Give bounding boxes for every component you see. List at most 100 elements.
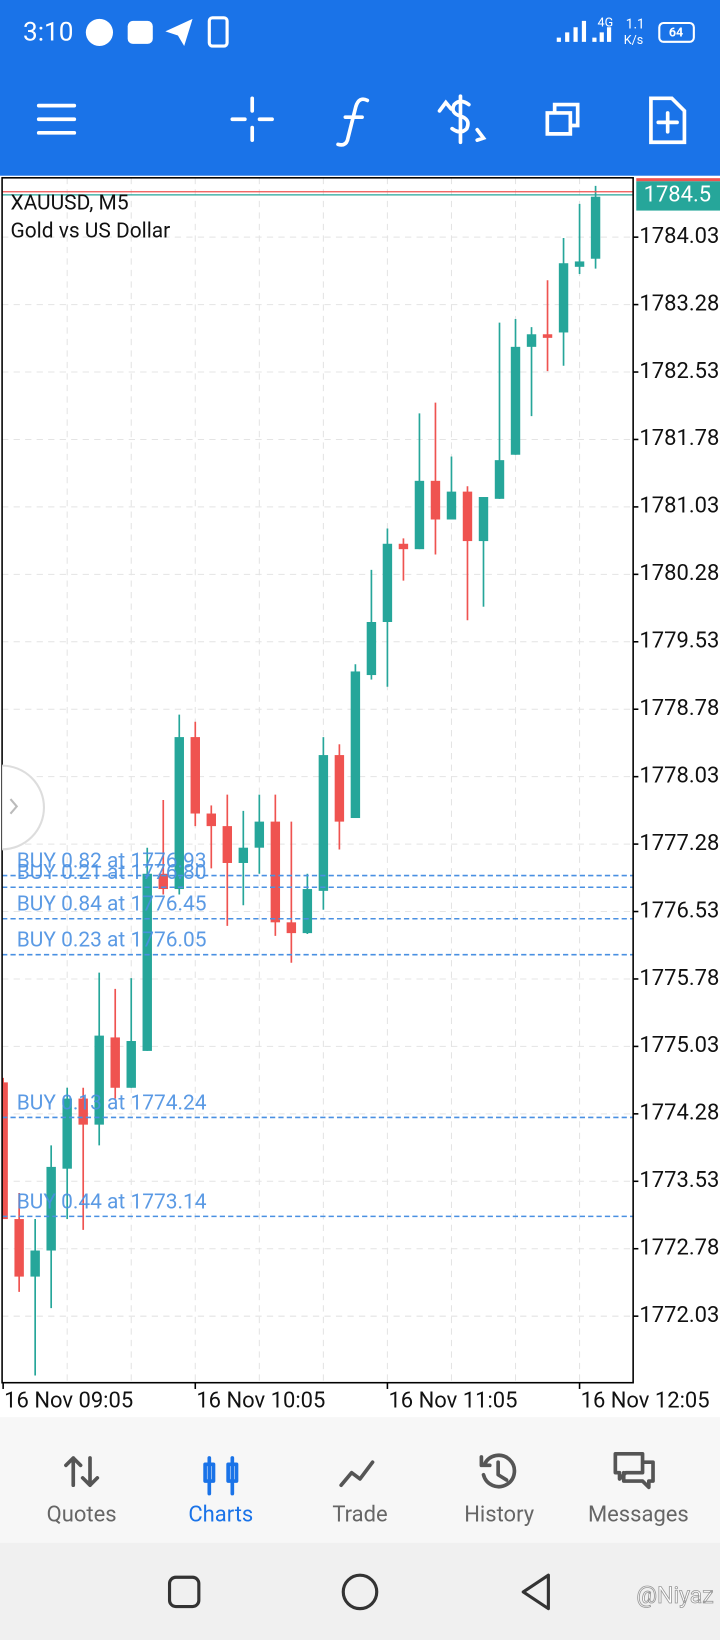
nav-label[interactable]: History (464, 1502, 535, 1527)
nav-icon[interactable] (339, 1460, 375, 1488)
nav-label[interactable]: Messages (588, 1502, 689, 1527)
trade-button[interactable] (437, 94, 487, 145)
y-tick-label: 1775.78 (639, 966, 719, 991)
system-nav (0, 1542, 720, 1640)
y-tick-label: 1783.28 (639, 291, 719, 316)
candle-body (542, 334, 553, 338)
order-label: BUY 0.23 at 1776.05 (17, 929, 207, 953)
nav-label[interactable]: Trade (332, 1502, 387, 1527)
menu-button[interactable] (36, 103, 77, 135)
candle-body (286, 922, 297, 934)
candle-body (238, 847, 249, 863)
chart: 1784.03 1783.28 1782.53 1781.78 1781.03 1780.… (1, 177, 720, 1413)
candle-body (254, 821, 265, 848)
battery (658, 21, 695, 43)
y-tick-label: 1781.78 (639, 426, 719, 451)
candle-body (190, 737, 200, 814)
candle-body (222, 826, 233, 863)
candle-body (526, 334, 537, 347)
y-tick-label: 1775.03 (639, 1033, 719, 1058)
candle-body (590, 196, 601, 259)
nav-label[interactable]: Quotes (47, 1502, 117, 1527)
candle-body (494, 460, 505, 499)
y-tick-label: 1776.53 (639, 898, 719, 923)
candle-body (350, 671, 361, 819)
status-icon (165, 18, 193, 47)
status-icon (207, 16, 229, 48)
candle-body (510, 346, 521, 455)
new-document-button[interactable] (649, 96, 687, 145)
nav-icon[interactable] (479, 1453, 517, 1489)
status-icon (85, 18, 114, 47)
candle-body (382, 543, 393, 622)
order-label: BUY 0.44 at 1773.14 (17, 1190, 207, 1214)
order-label: BUY 0.21 at 1776.80 (17, 861, 207, 885)
last-price-marker (636, 181, 720, 211)
recents-button[interactable] (167, 1575, 201, 1609)
y-tick-label: 1781.03 (639, 494, 719, 519)
symbol-description: Gold vs US Dollar (10, 220, 170, 244)
candle-body (78, 1098, 88, 1125)
candle-body (430, 480, 441, 520)
candle-body (110, 1037, 120, 1088)
nav-icon[interactable] (203, 1456, 239, 1496)
side-handle-arrow (9, 798, 19, 815)
y-tick-label: 1780.28 (639, 561, 719, 586)
watermark: @Niyaz (636, 1582, 713, 1609)
x-tick-label: 16 Nov 10:05 (196, 1388, 325, 1413)
order-label: BUY 0.84 at 1776.45 (17, 893, 207, 917)
net-speed: 1.1 (626, 17, 645, 33)
y-tick-label: 1774.28 (639, 1101, 719, 1126)
x-tick-label: 16 Nov 11:05 (388, 1388, 517, 1413)
candle-body (30, 1250, 40, 1277)
candle-body (478, 497, 489, 542)
ask-marker (636, 178, 720, 182)
nav-label[interactable]: Charts (188, 1502, 253, 1527)
candle-body (558, 263, 569, 333)
candle-body (46, 1166, 56, 1251)
candle-body (446, 491, 457, 520)
candle-body (366, 621, 377, 676)
symbol: XAUUSD, M5 (10, 191, 128, 215)
candle-body (334, 755, 345, 822)
crosshair-button[interactable] (230, 96, 274, 142)
y-tick-label: 1782.53 (639, 359, 719, 384)
y-tick-label: 1772.78 (639, 1236, 719, 1261)
y-tick-label: 1784.03 (639, 224, 719, 249)
signal (592, 27, 612, 42)
windows-button[interactable] (545, 102, 580, 136)
candle-body (158, 873, 168, 890)
nav-icon[interactable] (613, 1451, 655, 1490)
nav-items: Quotes Charts Trade History Messages (47, 1451, 689, 1527)
candle-body (174, 737, 184, 890)
candle-body (94, 1035, 104, 1125)
clock: 3:10 (23, 17, 73, 47)
candle-body (270, 821, 281, 923)
x-tick-label: 16 Nov 09:05 (4, 1388, 133, 1413)
candle-body (2, 1082, 8, 1220)
candle-body (206, 813, 216, 827)
candle-body (462, 491, 473, 542)
side-handle (2, 764, 45, 851)
back-button[interactable] (521, 1573, 550, 1611)
app-bar (0, 0, 720, 176)
candle-body (126, 1041, 136, 1088)
y-tick-label: 1778.78 (639, 696, 719, 721)
nav-icon[interactable] (64, 1456, 100, 1488)
candle-body (62, 1098, 72, 1169)
indicators-button[interactable] (336, 97, 370, 147)
y-tick-label: 1772.03 (639, 1303, 719, 1328)
candle-body (14, 1219, 24, 1277)
status-icon (127, 20, 153, 44)
home-button[interactable] (341, 1573, 379, 1611)
plot-bg (2, 177, 634, 1383)
candle-body (302, 889, 313, 934)
net-speed-unit: K/s (624, 33, 644, 48)
candle-body (318, 755, 329, 891)
order-label: BUY 0.13 at 1774.24 (17, 1091, 207, 1115)
toolbar[interactable] (36, 94, 687, 147)
candle-body (574, 261, 585, 267)
